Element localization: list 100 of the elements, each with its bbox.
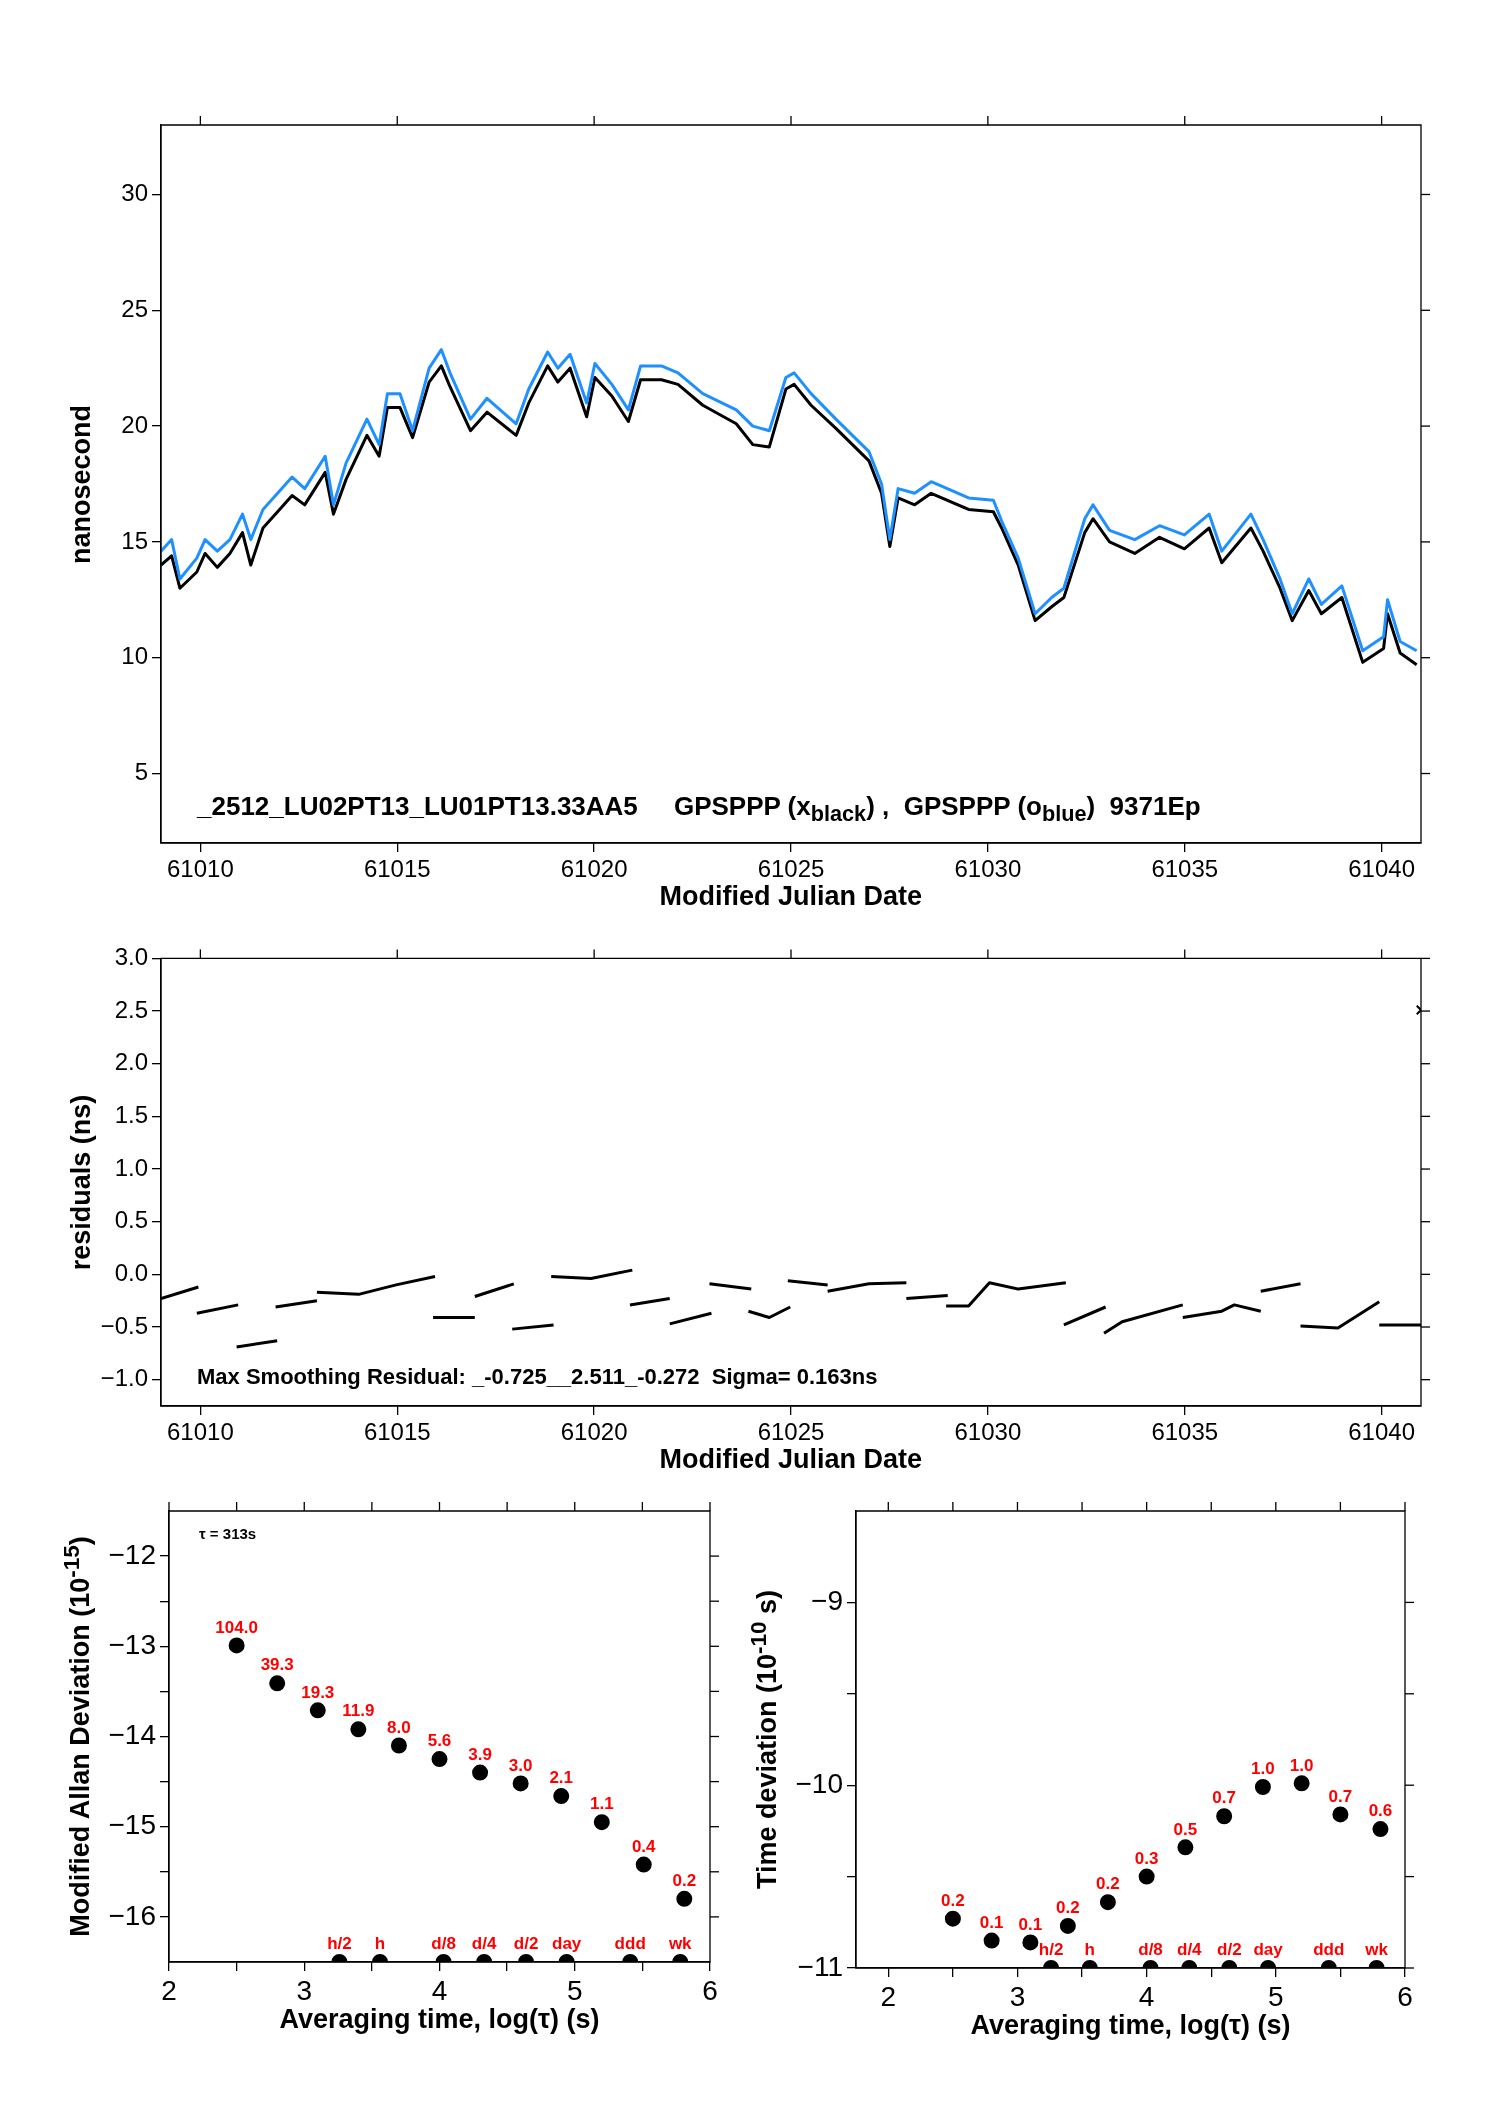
y-tick-label: 30	[121, 179, 148, 207]
annotation: ddd	[614, 1934, 646, 1954]
y-tick-label: −9	[811, 1585, 843, 1617]
y-tick-label: 3.0	[114, 943, 148, 971]
annotation: 104.0	[215, 1617, 258, 1637]
annotation: 0.1	[979, 1912, 1004, 1932]
y-tick-label: 5	[134, 758, 148, 786]
y-tick-label: 20	[121, 410, 148, 438]
annotation: 0.4	[631, 1836, 657, 1856]
annotation: d/2	[513, 1934, 539, 1954]
y-tick-label: 2.5	[114, 995, 148, 1023]
y-tick-label: −12	[108, 1538, 156, 1570]
annotation: 0.3	[1134, 1848, 1159, 1868]
y-tick-label: −11	[797, 1950, 843, 1982]
annotation: day	[1253, 1940, 1284, 1960]
annotation: τ = 313s	[199, 1525, 257, 1542]
annotation: 0.2	[1096, 1874, 1120, 1894]
x-tick-label: 5	[566, 1974, 583, 2006]
point	[269, 1675, 286, 1692]
annotation: Max Smoothing Residual: _-0.725__2.511_-0.272 Sigma= 0.163ns	[197, 1364, 878, 1390]
x-tick-label: 61010	[167, 1418, 234, 1446]
annotation: wk	[1364, 1940, 1389, 1960]
x-tick-label: 61030	[954, 1418, 1022, 1446]
annotation: 39.3	[260, 1655, 294, 1675]
annotation: 3.0	[508, 1755, 533, 1775]
x-tick-label: 61010	[167, 855, 234, 883]
y-axis-title: nanosecond	[66, 404, 98, 564]
annotation: 1.1	[589, 1794, 614, 1814]
x-tick-label: 3	[296, 1974, 313, 2006]
x-tick-label: 61020	[560, 1418, 628, 1446]
annotation: 19.3	[301, 1682, 335, 1702]
annotation: wk	[667, 1934, 693, 1954]
x-tick-label: 61040	[1348, 855, 1415, 883]
y-tick-label: 25	[121, 294, 148, 322]
y-tick-label: −16	[108, 1899, 156, 1931]
y-tick-label: −1.0	[100, 1364, 148, 1392]
point	[350, 1721, 367, 1738]
annotation: d/4	[1176, 1940, 1203, 1960]
point	[228, 1637, 245, 1654]
point	[512, 1775, 529, 1792]
y-tick-label: −0.5	[100, 1311, 148, 1339]
annotation: d/8	[431, 1934, 456, 1954]
annotation: 5.6	[427, 1731, 452, 1751]
y-tick-label: 2.0	[114, 1048, 148, 1076]
point	[635, 1856, 652, 1873]
annotation: ddd	[1313, 1940, 1345, 1960]
x-tick-label: 61020	[560, 855, 628, 883]
point	[593, 1814, 610, 1831]
x-tick-label: 5	[1268, 1980, 1284, 2012]
annotation: 3.9	[468, 1744, 492, 1764]
x-axis-title: Averaging time, log(τ) (s)	[970, 2010, 1291, 2041]
annotation: 0.1	[1018, 1914, 1043, 1934]
x-tick-label: 2	[161, 1974, 177, 2006]
annotation: 0.2	[941, 1890, 965, 1910]
annotation: h	[374, 1934, 386, 1954]
point	[309, 1702, 326, 1719]
x-axis-title: Modified Julian Date	[659, 881, 923, 912]
annotation: 2.1	[549, 1768, 574, 1788]
annotation: 0.6	[1368, 1801, 1393, 1821]
annotation: 0.5	[1173, 1819, 1198, 1839]
annotation: _2512_LU02PT13_LU01PT13.33AA5 GPSPPP (x$_{black}$) , GPSPPP (o$_{blue}$) 9371Ep	[197, 791, 1201, 828]
y-tick-label: 1.5	[114, 1101, 148, 1128]
x-axis-title: Modified Julian Date	[659, 1444, 923, 1475]
x-tick-label: 4	[431, 1974, 448, 2006]
annotation: 0.2	[1056, 1898, 1080, 1918]
y-tick-label: −13	[108, 1629, 156, 1661]
x-tick-label: 61040	[1348, 1418, 1415, 1446]
annotation: h	[1084, 1940, 1095, 1960]
annotation: 0.7	[1328, 1786, 1353, 1806]
x-tick-label: 6	[702, 1974, 718, 2006]
annotation: d/8	[1138, 1940, 1163, 1960]
y-axis-title: residuals (ns)	[66, 1094, 98, 1270]
point	[553, 1788, 570, 1805]
y-tick-label: 10	[121, 642, 148, 670]
point	[472, 1764, 489, 1781]
x-tick-label: 61015	[363, 855, 431, 883]
annotation: h/2	[1038, 1940, 1064, 1960]
annotation: h/2	[327, 1934, 352, 1954]
y-tick-label: 0.0	[114, 1258, 148, 1286]
x-tick-label: 61030	[954, 855, 1022, 883]
x-tick-label: 61015	[363, 1418, 431, 1446]
x-tick-label: 3	[1009, 1980, 1026, 2012]
annotation: 11.9	[342, 1701, 375, 1721]
y-tick-label: 1.0	[114, 1153, 148, 1181]
x-tick-label: 61025	[757, 1418, 825, 1446]
annotation: 1.0	[1251, 1759, 1275, 1779]
point	[431, 1751, 448, 1768]
x-axis-title: Averaging time, log(τ) (s)	[279, 2004, 600, 2035]
annotation: 1.0	[1289, 1755, 1314, 1775]
x-tick-label: 2	[880, 1980, 897, 2012]
x-tick-label: 6	[1397, 1980, 1413, 2012]
x-tick-label: 61035	[1151, 1418, 1219, 1446]
y-tick-label: 15	[121, 526, 148, 554]
y-tick-label: 0.5	[114, 1206, 148, 1234]
y-tick-label: −14	[108, 1719, 156, 1751]
annotation: d/4	[471, 1934, 497, 1954]
annotation: 0.7	[1212, 1788, 1236, 1808]
y-tick-label: −15	[108, 1809, 156, 1841]
point	[390, 1737, 407, 1754]
annotation: 8.0	[387, 1717, 411, 1737]
